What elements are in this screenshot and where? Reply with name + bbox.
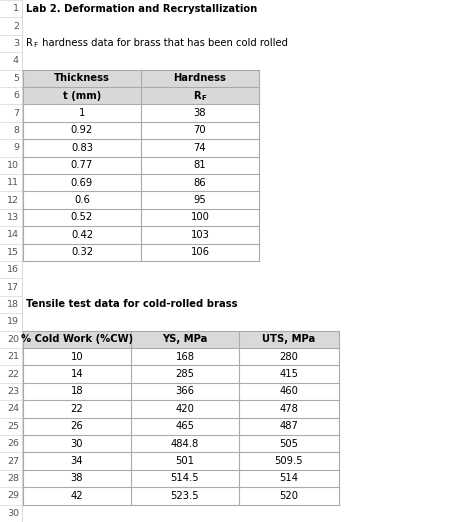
Text: 19: 19 xyxy=(7,317,19,326)
Text: 14: 14 xyxy=(7,230,19,240)
Text: 106: 106 xyxy=(191,247,210,257)
Text: 10: 10 xyxy=(7,161,19,170)
Text: 0.77: 0.77 xyxy=(71,160,93,170)
Text: 0.32: 0.32 xyxy=(71,247,93,257)
Bar xyxy=(23,69,259,87)
Text: 280: 280 xyxy=(280,352,299,362)
Text: Thickness: Thickness xyxy=(54,73,110,84)
Text: 0.6: 0.6 xyxy=(74,195,90,205)
Text: 8: 8 xyxy=(13,126,19,135)
Text: 14: 14 xyxy=(71,369,83,379)
Text: 38: 38 xyxy=(194,108,206,118)
Text: 0.42: 0.42 xyxy=(71,230,93,240)
Text: 0.92: 0.92 xyxy=(71,125,93,136)
Text: 3: 3 xyxy=(13,39,19,48)
Text: 29: 29 xyxy=(7,491,19,501)
Text: R: R xyxy=(26,39,33,49)
Text: F: F xyxy=(201,94,207,101)
Text: 5: 5 xyxy=(13,74,19,83)
Text: 30: 30 xyxy=(71,438,83,449)
Text: 103: 103 xyxy=(191,230,210,240)
Text: 26: 26 xyxy=(7,439,19,448)
Text: t (mm): t (mm) xyxy=(63,91,101,101)
Text: 6: 6 xyxy=(13,91,19,100)
Text: 10: 10 xyxy=(71,352,83,362)
Text: 2: 2 xyxy=(13,21,19,31)
Text: 420: 420 xyxy=(175,404,194,414)
Text: R: R xyxy=(193,91,201,101)
Text: 465: 465 xyxy=(175,421,194,431)
Text: 24: 24 xyxy=(7,405,19,413)
Text: 1: 1 xyxy=(13,4,19,13)
Text: 0.52: 0.52 xyxy=(71,212,93,222)
Text: 514.5: 514.5 xyxy=(171,473,199,483)
Text: 34: 34 xyxy=(71,456,83,466)
Text: Lab 2. Deformation and Recrystallization: Lab 2. Deformation and Recrystallization xyxy=(26,4,257,14)
Text: 23: 23 xyxy=(7,387,19,396)
Text: 0.83: 0.83 xyxy=(71,143,93,153)
Text: 487: 487 xyxy=(280,421,299,431)
Text: 484.8: 484.8 xyxy=(171,438,199,449)
Text: 30: 30 xyxy=(7,509,19,518)
Text: 20: 20 xyxy=(7,335,19,344)
Text: 514: 514 xyxy=(280,473,299,483)
Text: 70: 70 xyxy=(194,125,206,136)
Text: 25: 25 xyxy=(7,422,19,431)
Text: 509.5: 509.5 xyxy=(275,456,303,466)
Text: 42: 42 xyxy=(71,491,83,501)
Text: 81: 81 xyxy=(194,160,206,170)
Text: 12: 12 xyxy=(7,196,19,205)
Text: 11: 11 xyxy=(7,178,19,187)
Text: 523.5: 523.5 xyxy=(171,491,199,501)
Bar xyxy=(23,330,339,348)
Text: UTS, MPa: UTS, MPa xyxy=(263,334,316,345)
Text: 285: 285 xyxy=(175,369,194,379)
Text: 27: 27 xyxy=(7,457,19,466)
Text: 95: 95 xyxy=(193,195,206,205)
Text: 505: 505 xyxy=(280,438,299,449)
Text: 520: 520 xyxy=(280,491,299,501)
Text: Tensile test data for cold-rolled brass: Tensile test data for cold-rolled brass xyxy=(26,300,237,310)
Text: Hardness: Hardness xyxy=(173,73,227,84)
Text: 28: 28 xyxy=(7,474,19,483)
Bar xyxy=(23,87,259,104)
Text: % Cold Work (%CW): % Cold Work (%CW) xyxy=(21,334,133,345)
Text: 38: 38 xyxy=(71,473,83,483)
Text: 366: 366 xyxy=(175,386,194,397)
Text: 9: 9 xyxy=(13,144,19,152)
Text: 22: 22 xyxy=(71,404,83,414)
Text: 15: 15 xyxy=(7,248,19,257)
Text: 168: 168 xyxy=(175,352,194,362)
Text: 74: 74 xyxy=(194,143,206,153)
Text: 13: 13 xyxy=(7,213,19,222)
Text: hardness data for brass that has been cold rolled: hardness data for brass that has been co… xyxy=(39,39,288,49)
Text: 501: 501 xyxy=(175,456,194,466)
Text: 86: 86 xyxy=(194,177,206,188)
Text: 4: 4 xyxy=(13,56,19,65)
Text: 1: 1 xyxy=(79,108,85,118)
Text: 18: 18 xyxy=(7,300,19,309)
Text: 415: 415 xyxy=(280,369,299,379)
Text: 22: 22 xyxy=(7,370,19,378)
Text: 7: 7 xyxy=(13,109,19,117)
Text: 26: 26 xyxy=(71,421,83,431)
Text: 460: 460 xyxy=(280,386,299,397)
Text: 21: 21 xyxy=(7,352,19,361)
Text: 100: 100 xyxy=(191,212,210,222)
Text: YS, MPa: YS, MPa xyxy=(162,334,208,345)
Text: 17: 17 xyxy=(7,282,19,292)
Text: 16: 16 xyxy=(7,265,19,274)
Text: F: F xyxy=(33,42,37,49)
Text: 18: 18 xyxy=(71,386,83,397)
Text: 478: 478 xyxy=(280,404,299,414)
Text: 0.69: 0.69 xyxy=(71,177,93,188)
